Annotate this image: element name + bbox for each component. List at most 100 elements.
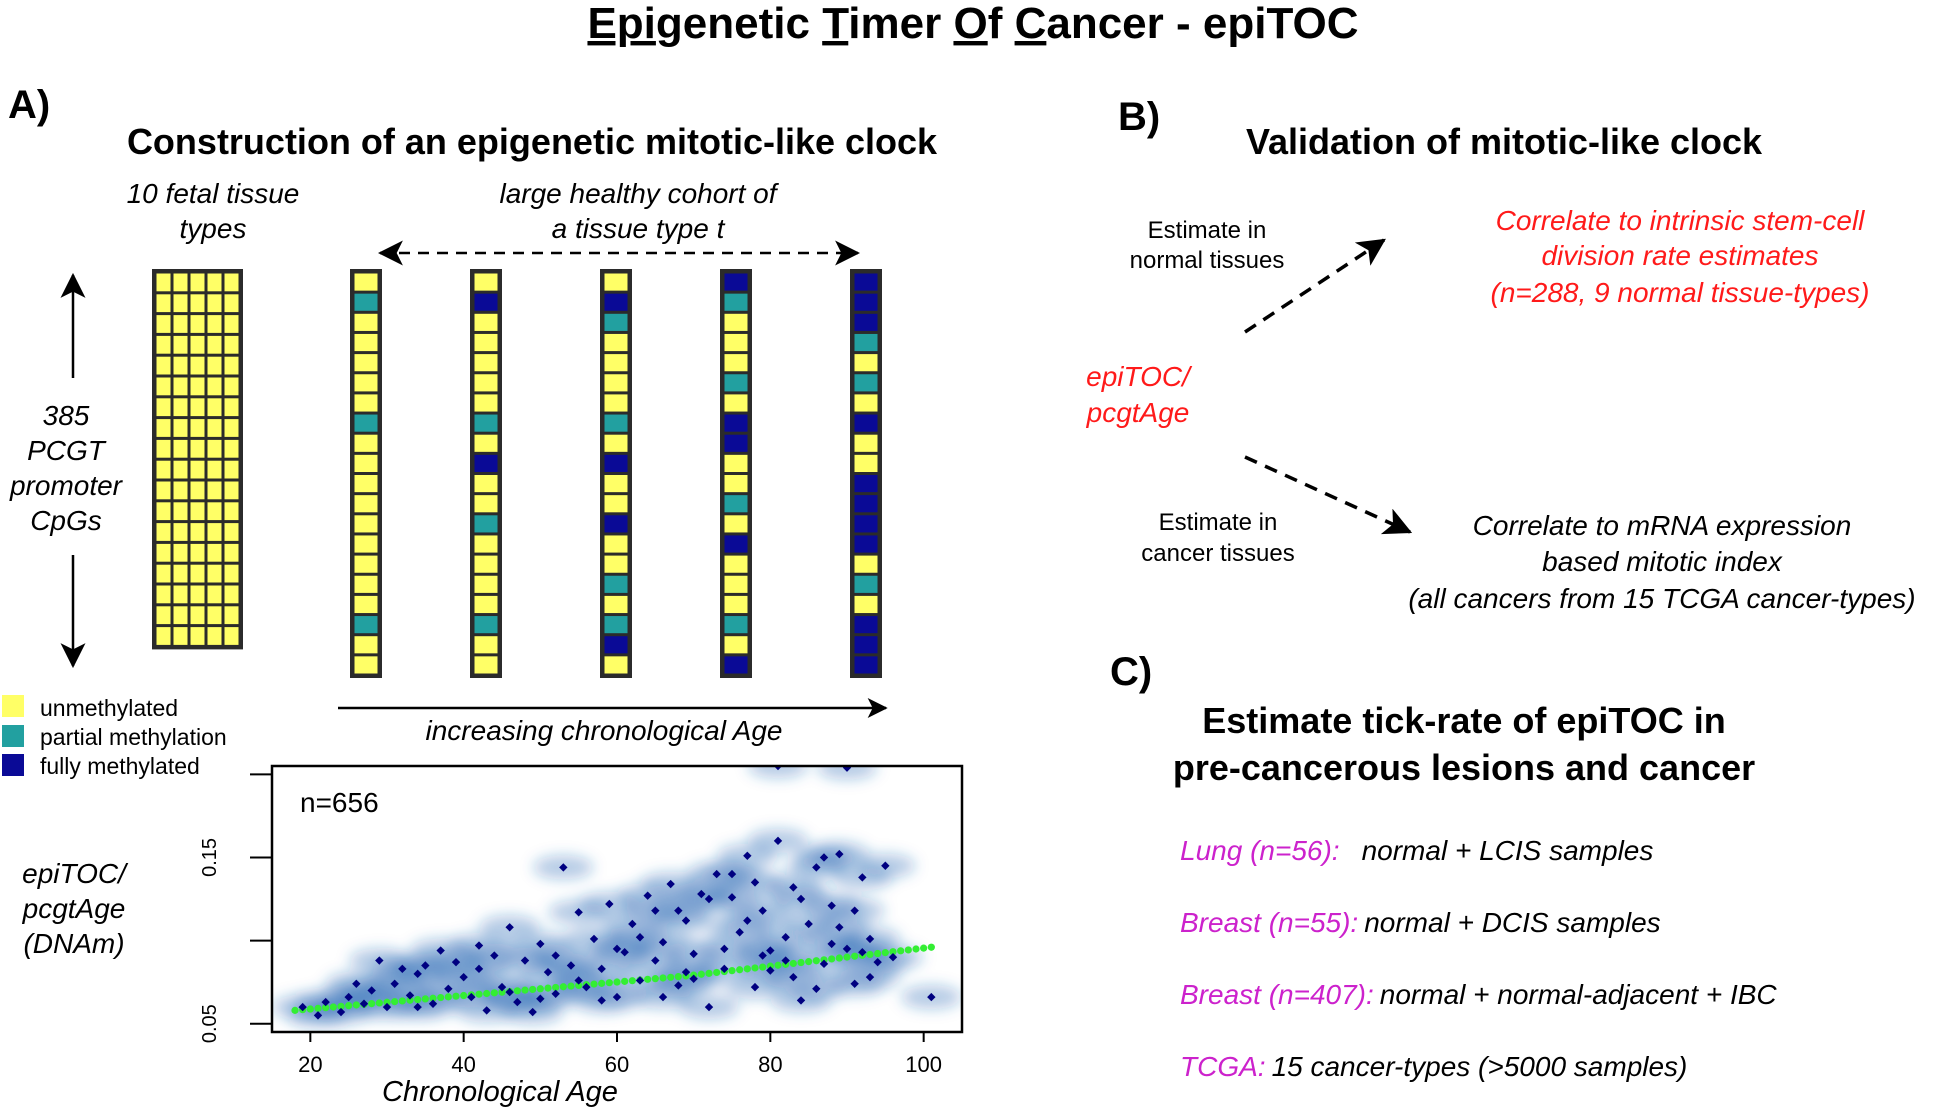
fit-point [674,973,682,981]
cohort-cell [854,616,878,634]
scatter-point [881,861,890,870]
scatter-point [528,1007,537,1017]
fit-point [437,993,445,1002]
scatter-point [536,994,545,1003]
fit-point [375,999,383,1007]
scatter-point [743,916,752,925]
scatter-point [390,979,399,988]
fetal-cell [173,315,188,333]
cohort-cell [854,475,878,493]
fit-point [881,949,889,957]
cohort-cell [474,495,498,513]
fit-point [743,965,751,973]
scatter-point [735,928,744,937]
cohort-cell [604,374,628,392]
cohort-cell [354,636,378,654]
fit-point [835,954,843,962]
fetal-cell [207,585,222,604]
fetal-cell [173,627,188,645]
fetal-cell [156,481,171,500]
fit-point [421,995,429,1003]
cohort-cell [604,333,628,352]
fetal-cell [207,564,222,583]
cohort-cell [474,475,498,493]
arrow-to-cancer-target [1244,455,1413,535]
panel-c-heading-line1: Estimate tick-rate of epiTOC in [1202,700,1725,741]
title-part: ancer - epiTOC [1046,0,1358,48]
fetal-cell [207,419,222,437]
normal-target-line3: (n=288, 9 normal tissue-types) [1491,277,1870,308]
scatter-point [467,992,476,1002]
lesion-item-name: Lung (n=56): [1180,835,1340,866]
title-part: Epi [587,0,655,48]
cohort-cell [354,656,378,674]
scatter-point [551,951,560,960]
cohort-cell [474,636,498,654]
fit-point [345,1002,353,1010]
fit-point [766,962,774,970]
scatter-point [766,966,775,975]
fit-point [559,983,567,991]
scatter-point [658,938,668,947]
scatter-point [727,869,737,879]
cohort-cell [724,394,748,412]
cohort-cell [604,535,628,553]
scatter-point [804,919,813,929]
cohort-cell [604,656,628,674]
panel-c-label: C) [1110,650,1152,694]
scatter-point [405,991,415,1000]
x-tick-label: 60 [605,1052,629,1077]
scatter-point [513,997,522,1007]
fetal-label-line1: 10 fetal tissue [127,178,300,209]
lesion-item-desc: normal + normal-adjacent + IBC [1380,979,1778,1010]
fit-point [444,993,452,1001]
fetal-cell [190,419,205,437]
title-part: f [988,0,1015,48]
scatter-point [398,964,407,974]
fetal-cell [224,564,239,583]
fit-point [529,985,537,994]
fetal-cell [156,502,171,521]
scatter-point [781,956,790,965]
fetal-cell [173,398,188,417]
fetal-cell [156,460,171,479]
cohort-cell [724,293,748,311]
lesion-item-desc: 15 cancer-types (>5000 samples) [1272,1051,1688,1082]
scatter-point [605,899,614,909]
fit-point [759,963,767,971]
fit-point [483,989,491,998]
cohort-cell [854,333,878,352]
fit-point [659,974,667,982]
cohort-cell [474,333,498,352]
cohort-cell [354,535,378,553]
fit-point [513,987,521,995]
scatter-point [758,951,767,960]
cohort-cell [854,273,878,291]
cohort-cell [854,515,878,533]
cohort-cell [474,555,498,573]
cohort-cell [354,555,378,573]
cohort-cell [724,273,748,291]
scatter-point [375,956,384,965]
figure-title: Epigenetic Timer Of Cancer - epiTOC [587,0,1358,48]
scatter-point [758,906,767,915]
scatter-point [612,944,622,954]
cohort-cell [604,454,628,472]
y-axis-title-line1: epiTOC/ [22,858,129,889]
fetal-cell [190,315,205,333]
fetal-cell [190,273,205,292]
cohort-cell [604,434,628,452]
scatter-point [789,972,798,982]
cohort-methylation-columns [350,269,882,678]
cohort-cell [354,313,378,331]
scatter-point [781,933,790,942]
cancer-label-line1: Estimate in [1159,509,1278,536]
fit-point [920,944,928,952]
panel-b-label: B) [1118,95,1160,139]
panel-b-heading: Validation of mitotic-like clock [1246,121,1763,162]
scatter-point [474,964,484,974]
scatter-point [490,951,499,960]
x-tick-label: 80 [758,1052,782,1077]
scatter-point [827,939,836,949]
fetal-cell [190,564,205,583]
